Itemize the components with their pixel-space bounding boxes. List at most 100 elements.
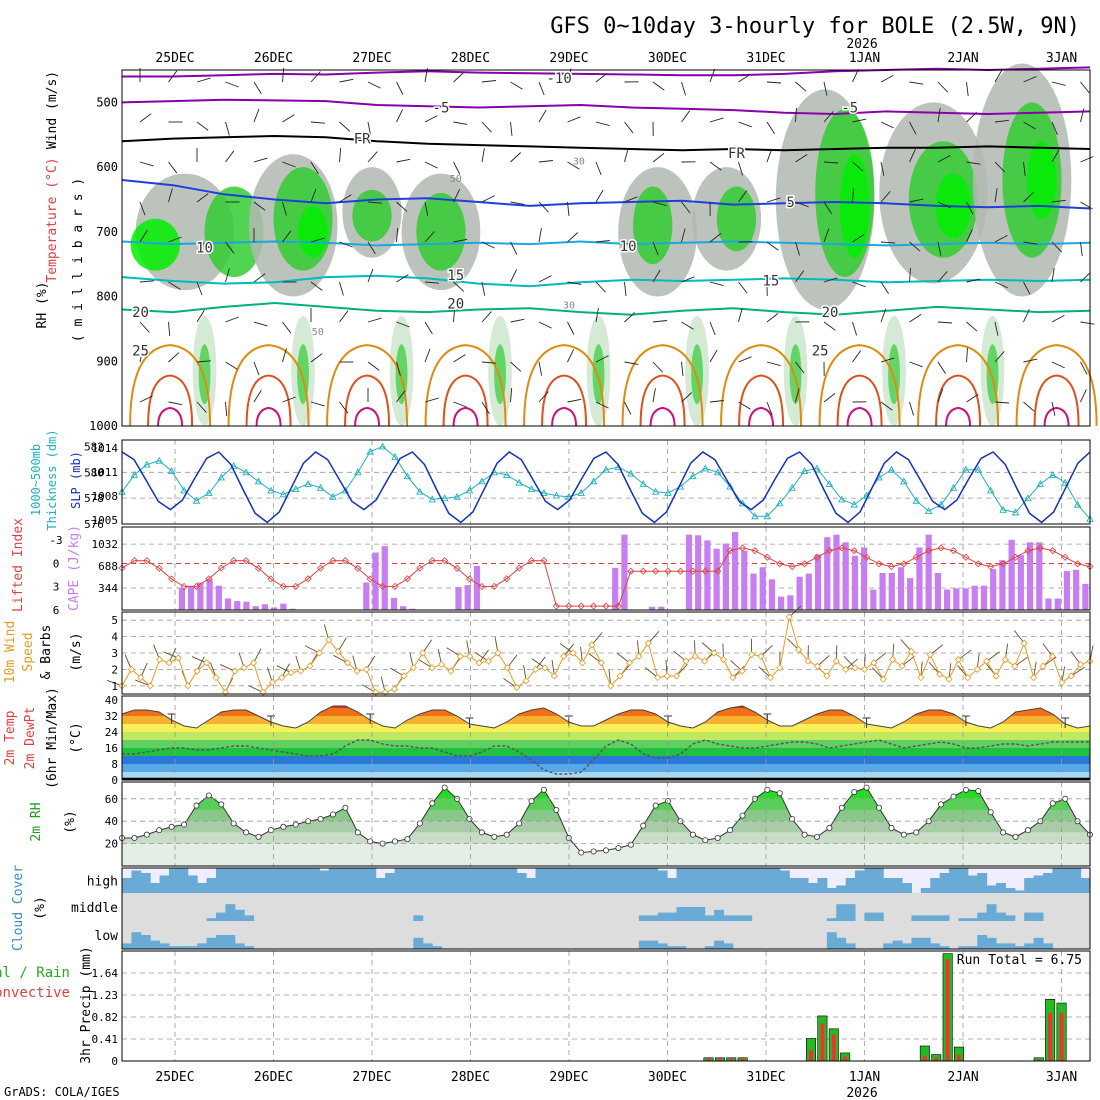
- thickness-point: [639, 479, 647, 487]
- wind-barb: [595, 281, 606, 293]
- panel-border: [121, 867, 1091, 950]
- wind-speed-point: [907, 647, 916, 655]
- tick-label-right: 1014: [92, 442, 119, 455]
- thickness-point: [527, 485, 536, 493]
- cloud-bar: [977, 873, 988, 893]
- wind-barb: [730, 659, 743, 672]
- wind-barb: [253, 321, 268, 327]
- wind-barb: [281, 663, 290, 678]
- tick-label: 2: [111, 663, 118, 676]
- thickness-point: [713, 468, 722, 476]
- wind-barb: [567, 116, 581, 123]
- cloud-bar: [826, 888, 837, 893]
- rh-point: [888, 824, 895, 831]
- wind-barb: [196, 77, 211, 83]
- wind-barb: [168, 352, 180, 363]
- wind-speed-point: [748, 651, 756, 659]
- wind-speed-point: [945, 675, 953, 683]
- wind-barb: [872, 667, 884, 680]
- precip-convective-bar: [1048, 1012, 1053, 1061]
- wind-barb: [225, 121, 230, 136]
- cloud-cover-panel: high middle low Cloud Cover (%): [11, 865, 1091, 951]
- wind-barb: [196, 656, 205, 672]
- panel-border: [121, 611, 1091, 695]
- tick-label: 60: [105, 793, 118, 806]
- thickness-point: [627, 469, 635, 477]
- wind-speed-point: [738, 667, 746, 675]
- tick-label: 40: [105, 815, 118, 828]
- rh-contour-label: 50: [450, 174, 462, 185]
- cloud-bar: [1024, 878, 1035, 893]
- rh-shade: [204, 186, 264, 278]
- rh-point: [900, 831, 907, 838]
- tick-label: 0: [111, 1055, 118, 1068]
- cloud-bar: [206, 918, 217, 921]
- cloud-bar: [479, 868, 490, 893]
- cloud-bar: [704, 946, 715, 949]
- cape-bar: [178, 588, 186, 610]
- wind-barb: [506, 654, 518, 669]
- wind-barb: [909, 81, 924, 85]
- cloud-bar: [996, 912, 1006, 921]
- wind-barb: [1023, 161, 1026, 176]
- wind-barb: [986, 651, 1000, 662]
- rh-point: [181, 821, 188, 828]
- cloud-bar: [403, 868, 414, 893]
- rh-contour-label: 30: [563, 300, 575, 311]
- cloud-bar: [573, 868, 584, 893]
- cloud-bar: [704, 915, 715, 921]
- wind-barb: [852, 281, 866, 288]
- tick-label: 32: [105, 710, 118, 723]
- cloud-bar: [206, 937, 217, 949]
- cloud-bar: [977, 935, 988, 949]
- wind-barb: [367, 151, 378, 163]
- cloud-bar: [695, 907, 706, 921]
- wind-speed-point: [513, 683, 521, 692]
- wind-barb: [453, 72, 465, 83]
- precip-convective-bar: [706, 1058, 711, 1061]
- precip-convective-bar: [1059, 1012, 1064, 1061]
- wind-barb: [966, 201, 974, 215]
- rh-point: [143, 831, 150, 838]
- wind-barb: [766, 313, 779, 323]
- wind-barb: [481, 401, 490, 415]
- cloud-bar: [676, 907, 687, 921]
- precip-convective-bar: [740, 1058, 745, 1061]
- rh-point: [1062, 795, 1069, 802]
- wind-barb: [766, 148, 773, 163]
- wind-barb: [823, 321, 836, 331]
- cape-bar: [1026, 542, 1034, 610]
- wind-barb: [738, 74, 751, 83]
- cape-bar: [722, 543, 729, 610]
- cape-bar: [261, 604, 269, 610]
- cape-bar: [916, 547, 923, 610]
- cloud-bar: [526, 878, 537, 893]
- wind-barb: [139, 348, 144, 363]
- wind-barb: [624, 312, 636, 323]
- wind-speed-point: [1001, 655, 1009, 664]
- wind-barb: [474, 652, 489, 662]
- wind-barb: [538, 275, 552, 283]
- cloud-bar: [441, 868, 452, 893]
- rh-point: [665, 798, 672, 805]
- thickness-point: [540, 489, 548, 496]
- wind-speed-point: [1058, 678, 1066, 687]
- tick-label: 500: [96, 95, 118, 109]
- wind-barb: [567, 398, 582, 403]
- wind-barb: [652, 361, 663, 373]
- rh-point: [404, 836, 411, 843]
- wind-speed-point: [973, 665, 981, 673]
- wind-barb: [282, 321, 292, 334]
- cloud-row-label: high: [87, 875, 118, 890]
- wind-barb: [339, 194, 352, 203]
- axis-label: 2m RH: [29, 802, 44, 841]
- isotherm-label: 20: [447, 297, 464, 313]
- li-point: [490, 582, 498, 590]
- wind-barb: [567, 161, 580, 170]
- wind-barb: [310, 188, 317, 203]
- cloud-bar: [1043, 943, 1053, 949]
- rh-contour-label: 30: [573, 157, 585, 168]
- wind-speed-point: [672, 672, 681, 680]
- wind-barb: [481, 361, 496, 364]
- date-label-bottom: 31DEC: [746, 1070, 785, 1085]
